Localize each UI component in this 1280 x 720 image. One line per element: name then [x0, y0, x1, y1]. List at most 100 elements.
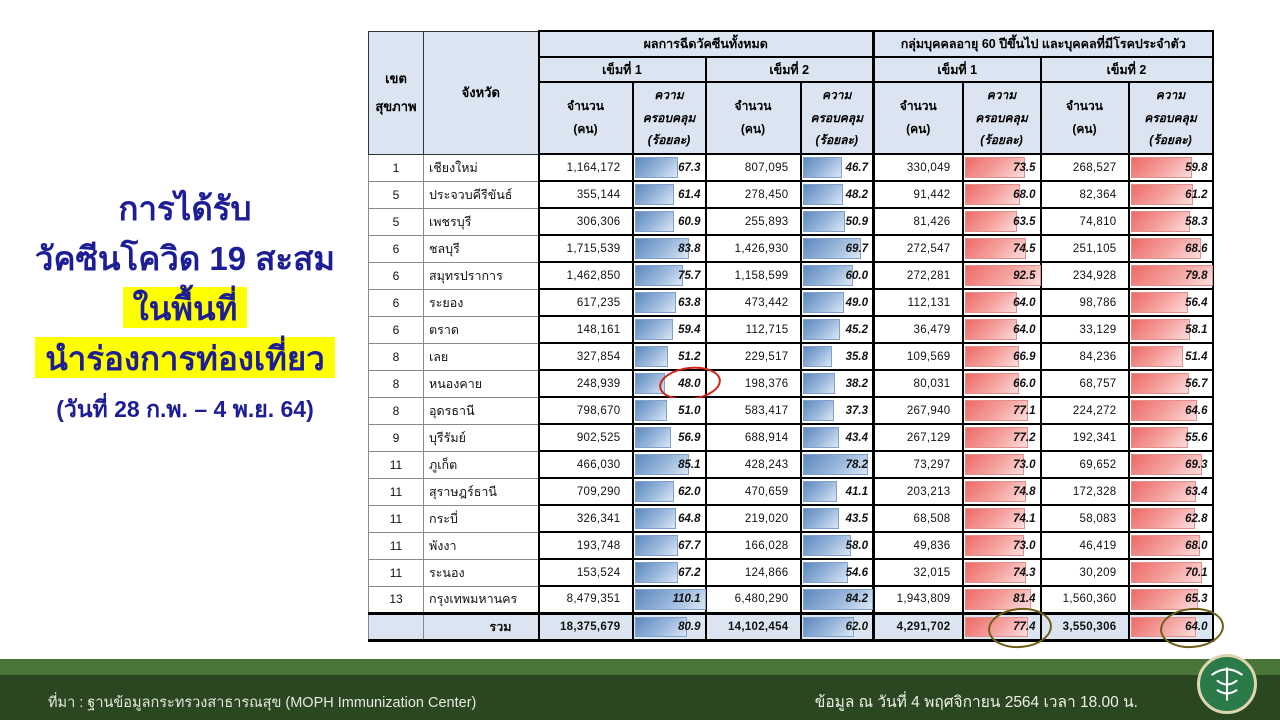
coverage-value: 64.6: [1185, 404, 1208, 417]
count-cell: 80,031: [872, 369, 964, 398]
count-cell: 33,129: [1039, 315, 1130, 344]
count-cell: 798,670: [537, 396, 634, 425]
province-row: 5 เพชรบุรี 306,306 60.9 255,893 50.9 81,426 63.…: [368, 207, 1214, 236]
count-cell: 326,341: [537, 504, 634, 533]
coverage-value: 81.4: [1013, 593, 1036, 606]
region-cell: 9: [368, 423, 424, 452]
count-cell: 268,527: [1039, 153, 1130, 182]
coverage-cell: 73.0: [961, 531, 1042, 560]
count-cell: 466,030: [537, 450, 634, 479]
count-cell: 428,243: [704, 450, 802, 479]
blue-data-bar: [634, 400, 668, 421]
header-count: จำนวน (คน): [872, 81, 964, 155]
coverage-value: 56.4: [1185, 296, 1208, 309]
blue-data-bar: [634, 454, 690, 475]
footer-accent-band: [0, 659, 1280, 675]
footer-source-text: ที่มา : ฐานข้อมูลกระทรวงสาธารณสุข (MOPH …: [48, 695, 477, 711]
count-cell: 617,235: [537, 288, 634, 317]
coverage-cell: 84.2: [799, 585, 875, 614]
table-header: เขต สุขภาพ จังหวัด ผลการฉีดวัคซีนทั้งหมด…: [368, 30, 1214, 155]
coverage-cell: 62.0: [631, 477, 707, 506]
header-coverage: ความ ครอบคลุม (ร้อยละ): [961, 81, 1042, 155]
blue-data-bar: [802, 400, 834, 421]
red-data-bar: [964, 238, 1026, 259]
blue-data-bar: [802, 265, 853, 286]
coverage-value: 55.6: [1185, 431, 1208, 444]
red-data-bar: [964, 589, 1032, 610]
coverage-cell: 74.5: [961, 234, 1042, 263]
coverage-cell: 48.0: [631, 363, 723, 404]
coverage-cell: 62.0: [799, 611, 875, 642]
title-line-3: ในพื้นที่: [10, 287, 360, 328]
count-cell: 69,652: [1039, 450, 1130, 479]
count-cell: 1,560,360: [1039, 585, 1130, 614]
count-cell: 1,715,539: [537, 234, 634, 263]
title-block: การได้รับ วัคซีนโควิด 19 สะสม ในพื้นที่ …: [10, 192, 360, 428]
coverage-cell: 63.5: [961, 207, 1042, 236]
coverage-value: 75.7: [678, 269, 701, 282]
header-coverage: ความ ครอบคลุม (ร้อยละ): [1127, 81, 1214, 155]
province-row: 6 ระยอง 617,235 63.8 473,442 49.0 112,131 64.0 9…: [368, 288, 1214, 317]
red-data-bar: [964, 400, 1028, 421]
count-cell: 30,209: [1039, 558, 1130, 587]
province-cell: สุราษฎร์ธานี: [423, 477, 539, 506]
coverage-cell: 51.4: [1127, 342, 1214, 371]
coverage-value: 63.4: [1185, 485, 1208, 498]
count-cell: 248,939: [537, 369, 634, 398]
coverage-cell: 78.2: [799, 450, 875, 479]
coverage-cell: 35.8: [799, 342, 875, 371]
blue-data-bar: [634, 427, 672, 448]
coverage-value: 43.5: [845, 512, 868, 525]
coverage-cell: 58.3: [1127, 207, 1214, 236]
total-label-cell: รวม: [423, 611, 539, 642]
coverage-value: 68.0: [1185, 539, 1208, 552]
red-data-bar: [964, 454, 1025, 475]
vaccination-table: เขต สุขภาพ จังหวัด ผลการฉีดวัคซีนทั้งหมด…: [368, 30, 1226, 651]
province-row: 8 หนองคาย 248,939 48.0 198,376 38.2 80,031 66.0…: [368, 363, 1214, 404]
region-cell: 11: [368, 477, 424, 506]
count-cell: 255,893: [704, 207, 802, 236]
coverage-cell: 64.8: [631, 504, 707, 533]
coverage-value: 65.3: [1185, 593, 1208, 606]
coverage-value: 84.2: [845, 593, 868, 606]
province-cell: ชลบุรี: [423, 234, 539, 263]
red-data-bar: [964, 481, 1026, 502]
coverage-cell: 55.6: [1127, 423, 1214, 452]
coverage-value: 51.0: [678, 404, 701, 417]
coverage-value: 54.6: [845, 566, 868, 579]
coverage-cell: 45.2: [799, 315, 875, 344]
header-group-all: ผลการฉีดวัคซีนทั้งหมด: [537, 30, 875, 58]
coverage-value: 37.3: [845, 404, 868, 417]
header-dose1: เข็มที่ 1: [872, 56, 1042, 83]
count-cell: 1,943,809: [872, 585, 964, 614]
coverage-cell: 69.3: [1127, 450, 1214, 479]
region-cell: 6: [368, 261, 424, 290]
coverage-cell: 83.8: [631, 234, 707, 263]
coverage-value: 74.3: [1013, 566, 1036, 579]
count-cell: 112,715: [704, 315, 802, 344]
red-data-bar: [1130, 238, 1202, 259]
coverage-cell: 43.5: [799, 504, 875, 533]
coverage-value: 73.0: [1013, 458, 1036, 471]
count-cell: 473,442: [704, 288, 802, 317]
red-data-bar: [964, 427, 1028, 448]
province-cell: ระนอง: [423, 558, 539, 587]
red-data-bar: [964, 562, 1026, 583]
red-data-bar: [964, 265, 1041, 286]
coverage-value: 66.9: [1013, 350, 1036, 363]
red-data-bar: [964, 319, 1018, 340]
red-data-bar: [1130, 157, 1192, 178]
coverage-cell: 64.0: [1127, 604, 1226, 651]
blue-data-bar: [634, 184, 675, 205]
count-cell: 82,364: [1039, 180, 1130, 209]
coverage-value: 48.0: [678, 377, 701, 390]
coverage-cell: 74.8: [961, 477, 1042, 506]
region-cell: 8: [368, 369, 424, 398]
red-data-bar: [964, 157, 1025, 178]
coverage-value: 70.1: [1185, 566, 1208, 579]
count-cell: 91,442: [872, 180, 964, 209]
count-cell: 46,419: [1039, 531, 1130, 560]
coverage-cell: 68.0: [1127, 531, 1214, 560]
count-cell: 198,376: [704, 369, 802, 398]
header-region: เขต สุขภาพ: [368, 30, 424, 155]
